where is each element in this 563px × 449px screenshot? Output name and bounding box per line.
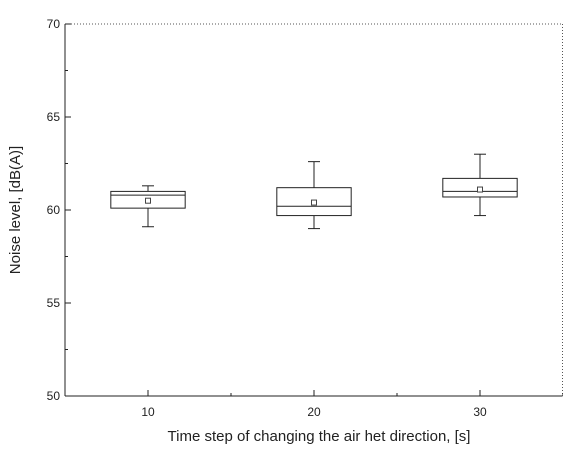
mean-marker — [311, 199, 317, 206]
y-axis-title: Noise level, [dB(A)] — [7, 146, 24, 274]
y-tick-label: 60 — [47, 203, 61, 217]
box-series — [110, 153, 518, 230]
y-tick-label: 70 — [47, 17, 61, 31]
y-axis-ticks: 50 55 60 65 70 — [47, 17, 71, 403]
y-tick-label: 50 — [47, 389, 61, 403]
mean-marker — [477, 186, 483, 193]
y-tick-label: 55 — [47, 296, 61, 310]
x-axis-ticks: 10 20 30 — [64, 390, 563, 419]
x-tick-label: 20 — [307, 405, 321, 419]
y-tick-label: 65 — [47, 110, 61, 124]
mean-marker — [145, 197, 151, 204]
x-axis-title: Time step of changing the air het direct… — [168, 428, 471, 445]
box-group — [442, 153, 518, 217]
x-tick-label: 10 — [141, 405, 155, 419]
x-tick-label: 30 — [473, 405, 487, 419]
box-group — [276, 161, 352, 230]
box-group — [110, 185, 186, 228]
